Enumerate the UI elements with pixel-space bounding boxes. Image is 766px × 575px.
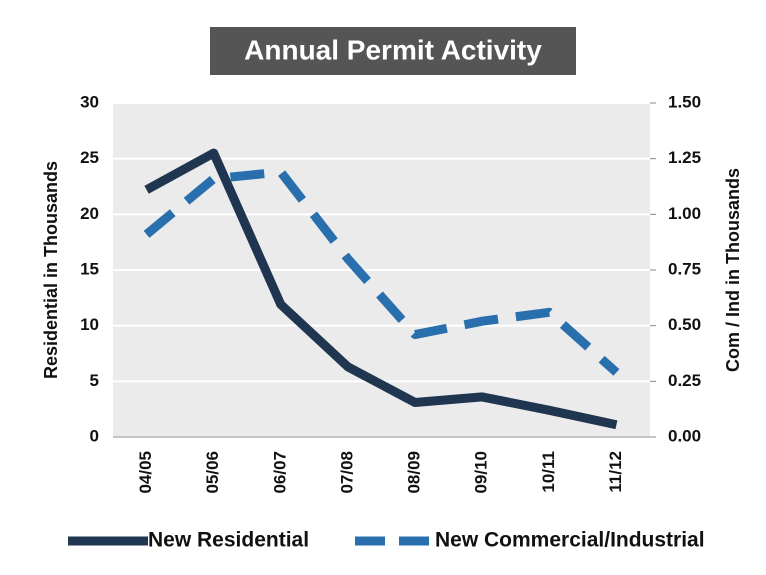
x-tick-label: 07/08	[337, 451, 356, 494]
x-tick-label: 11/12	[606, 451, 625, 493]
x-tick-label: 05/06	[203, 451, 222, 494]
y-tick-label: 15	[80, 259, 99, 278]
x-tick-label: 09/10	[472, 451, 491, 494]
chart-title: Annual Permit Activity	[244, 34, 542, 65]
y-tick-label: 0	[90, 426, 99, 445]
y2-tick-label: 1.00	[668, 204, 701, 223]
legend-label: New Commercial/Industrial	[435, 529, 705, 552]
legend-label: New Residential	[148, 529, 309, 552]
y-tick-label: 30	[80, 92, 99, 111]
x-tick-label: 06/07	[270, 451, 289, 494]
y-tick-label: 5	[90, 371, 99, 390]
x-tick-label: 08/09	[405, 451, 424, 494]
x-tick-label: 10/11	[539, 451, 558, 493]
y2-tick-label: 1.25	[668, 148, 701, 167]
x-tick-label: 04/05	[136, 451, 155, 494]
y-tick-label: 20	[80, 204, 99, 223]
series-line	[143, 167, 620, 376]
y2-tick-label: 0.75	[668, 259, 701, 278]
y2-tick-label: 1.50	[668, 92, 701, 111]
y2-axis-label: Com / Ind in Thousands	[723, 168, 743, 372]
series-line	[144, 148, 618, 430]
y2-tick-label: 0.25	[668, 371, 701, 390]
y2-tick-label: 0.00	[668, 426, 701, 445]
y-tick-label: 25	[80, 148, 99, 167]
y-axis-label: Residential in Thousands	[41, 161, 61, 379]
y-tick-label: 10	[80, 315, 99, 334]
y2-tick-label: 0.50	[668, 315, 701, 334]
title-box	[210, 27, 576, 75]
